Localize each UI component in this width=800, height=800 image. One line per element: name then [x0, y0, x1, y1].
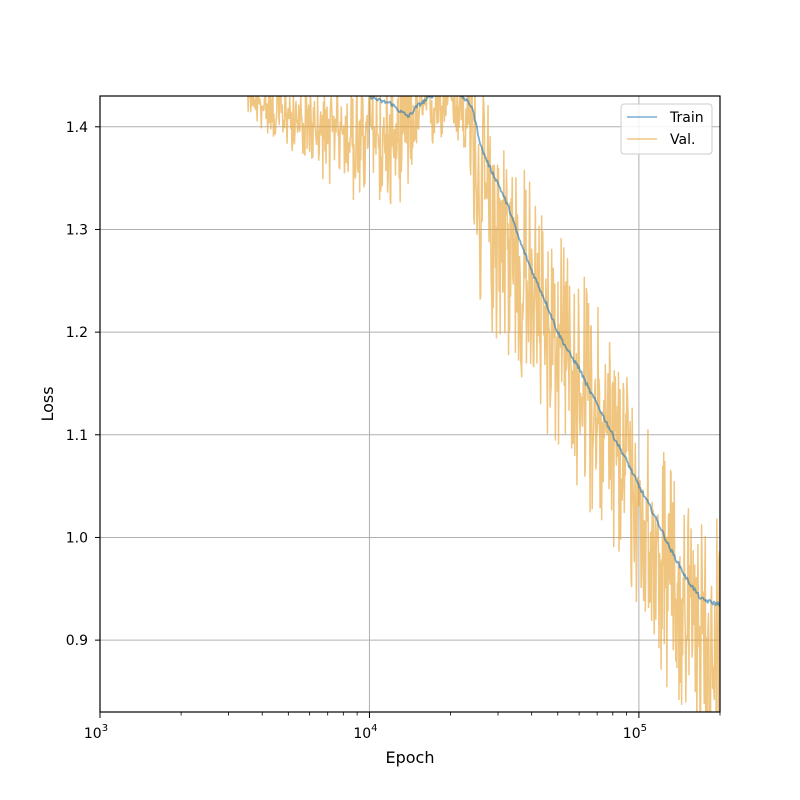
legend: Train Val. [620, 103, 713, 155]
x-axis-label: Epoch [386, 748, 435, 767]
y-tick-label: 1.4 [66, 120, 88, 136]
plot-frame [99, 95, 721, 713]
y-tick-label: 1.1 [66, 428, 88, 444]
y-tick-label: 1.0 [66, 530, 88, 546]
axis-ticks: 0.9 1.0 1.1 1.2 1.3 1.4 103 104 105 [66, 120, 721, 742]
y-tick-label: 1.3 [66, 222, 88, 238]
y-tick-label: 1.2 [66, 325, 88, 341]
legend-label-val: Val. [670, 132, 695, 148]
y-axis-label: Loss [38, 386, 57, 421]
series-line-train [369, 96, 720, 607]
y-tick-label: 0.9 [66, 633, 88, 649]
x-tick-label: 103 [84, 723, 108, 742]
legend-label-train: Train [669, 110, 704, 126]
x-tick-label: 104 [353, 723, 377, 742]
x-tick-label: 105 [623, 723, 647, 742]
